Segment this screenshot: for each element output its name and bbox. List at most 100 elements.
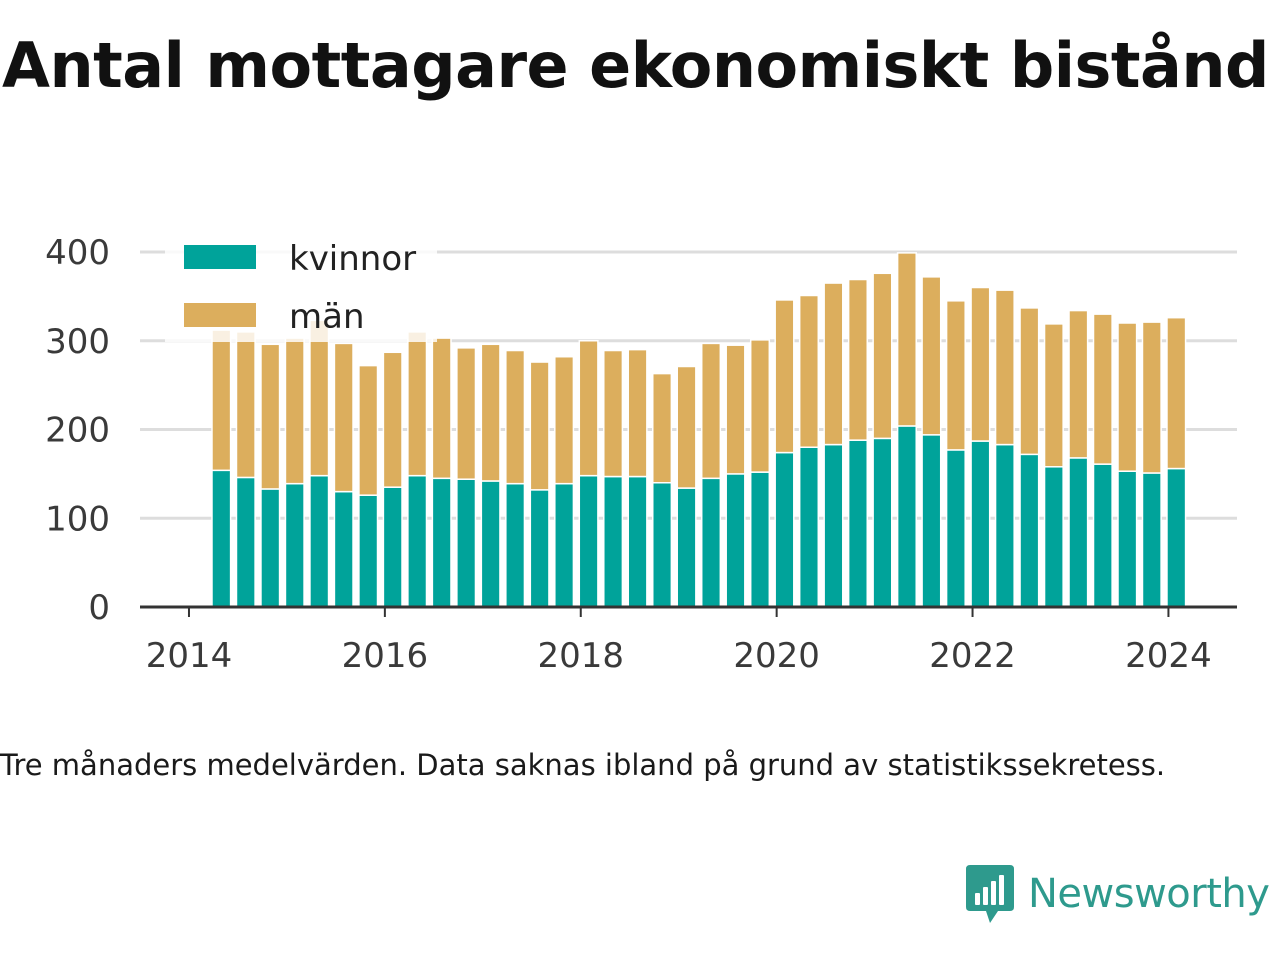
bar-kvinnor-2 bbox=[260, 488, 281, 608]
x-tick-label-2014: 2014 bbox=[146, 636, 233, 676]
bar-kvinnor-37 bbox=[1117, 470, 1138, 608]
bar-man-26 bbox=[847, 278, 869, 441]
bar-kvinnor-36 bbox=[1092, 463, 1113, 608]
bar-kvinnor-0 bbox=[211, 469, 232, 608]
bar-man-22 bbox=[749, 339, 771, 473]
bar-man-30 bbox=[945, 300, 966, 451]
bar-man-9 bbox=[431, 337, 452, 480]
x-tick-label-2018: 2018 bbox=[537, 636, 624, 676]
bar-man-19 bbox=[676, 365, 697, 489]
bar-kvinnor-18 bbox=[652, 482, 673, 608]
bar-kvinnor-33 bbox=[1019, 453, 1040, 608]
bar-man-10 bbox=[456, 347, 477, 480]
bar-man-1 bbox=[235, 331, 256, 479]
x-tick-label-2016: 2016 bbox=[342, 636, 429, 676]
bar-kvinnor-24 bbox=[798, 446, 820, 608]
brand-name: Newsworthy bbox=[1028, 871, 1270, 917]
brand-logo: Newsworthy bbox=[964, 862, 1270, 926]
bar-man-34 bbox=[1043, 323, 1064, 468]
axes: 0 100 200 300 400 2014 2016 2018 2020 2022 2024 bbox=[45, 233, 1237, 676]
bar-kvinnor-30 bbox=[945, 449, 966, 608]
bar-kvinnor-38 bbox=[1141, 472, 1162, 608]
bar-kvinnor-32 bbox=[994, 443, 1015, 608]
bar-man-25 bbox=[823, 282, 844, 446]
bar-man-6 bbox=[358, 364, 379, 496]
bar-man-21 bbox=[725, 344, 746, 475]
bar-man-12 bbox=[505, 349, 526, 485]
bar-man-7 bbox=[382, 351, 403, 488]
newsworthy-logo-icon bbox=[966, 865, 1014, 923]
bar-man-11 bbox=[480, 343, 501, 482]
y-tick-label-400: 400 bbox=[45, 233, 110, 273]
x-tick-label-2024: 2024 bbox=[1125, 636, 1212, 676]
bar-man-2 bbox=[260, 343, 281, 490]
legend: kvinnor män bbox=[165, 232, 437, 342]
bar-kvinnor-1 bbox=[235, 476, 256, 608]
bar-man-23 bbox=[774, 299, 795, 454]
bar-man-3 bbox=[284, 337, 305, 485]
bar-kvinnor-3 bbox=[284, 482, 305, 608]
y-tick-label-200: 200 bbox=[45, 411, 110, 451]
bar-man-16 bbox=[603, 349, 624, 478]
bar-kvinnor-13 bbox=[529, 489, 550, 608]
bar-kvinnor-35 bbox=[1068, 457, 1089, 608]
legend-label-kvinnor: kvinnor bbox=[289, 239, 416, 279]
bar-man-5 bbox=[333, 342, 354, 493]
bar-man-27 bbox=[872, 272, 893, 440]
bar-kvinnor-23 bbox=[774, 451, 795, 608]
bar-man-18 bbox=[652, 372, 673, 484]
bar-man-38 bbox=[1141, 321, 1162, 474]
bar-kvinnor-4 bbox=[309, 474, 330, 608]
legend-swatch-kvinnor bbox=[184, 245, 256, 269]
y-tick-label-100: 100 bbox=[45, 499, 110, 539]
bar-kvinnor-11 bbox=[480, 480, 501, 608]
chart-footnote: Tre månaders medelvärden. Data saknas ib… bbox=[0, 748, 1166, 782]
bar-man-8 bbox=[407, 331, 428, 477]
bar-kvinnor-28 bbox=[896, 425, 917, 608]
bar-kvinnor-7 bbox=[382, 486, 403, 608]
legend-label-man: män bbox=[289, 297, 365, 337]
bar-man-4 bbox=[309, 319, 330, 477]
bar-man-37 bbox=[1117, 322, 1138, 472]
bar-man-33 bbox=[1019, 307, 1040, 456]
bar-man-36 bbox=[1092, 313, 1113, 465]
bar-kvinnor-5 bbox=[333, 490, 354, 608]
bar-man-39 bbox=[1166, 316, 1187, 470]
bar-man-15 bbox=[578, 340, 599, 477]
bar-man-31 bbox=[970, 286, 991, 442]
bar-kvinnor-12 bbox=[505, 482, 526, 608]
bar-man-20 bbox=[700, 342, 722, 480]
bar-kvinnor-14 bbox=[554, 482, 575, 608]
bar-kvinnor-10 bbox=[456, 478, 477, 608]
x-tick-label-2020: 2020 bbox=[733, 636, 820, 676]
bar-kvinnor-17 bbox=[627, 475, 648, 608]
bar-man-0 bbox=[211, 329, 232, 472]
bar-kvinnor-27 bbox=[872, 437, 893, 608]
y-tick-label-0: 0 bbox=[88, 588, 110, 628]
bar-kvinnor-20 bbox=[700, 477, 722, 608]
bar-kvinnor-21 bbox=[725, 473, 746, 608]
bar-man-14 bbox=[554, 355, 575, 485]
bar-man-32 bbox=[994, 289, 1015, 446]
bar-man-24 bbox=[798, 294, 820, 448]
bar-man-17 bbox=[627, 348, 648, 478]
bar-kvinnor-6 bbox=[358, 494, 379, 608]
bar-kvinnor-16 bbox=[603, 475, 624, 608]
bar-kvinnor-25 bbox=[823, 443, 844, 608]
legend-swatch-man bbox=[184, 303, 256, 327]
chart-title: Antal mottagare ekonomiskt bistånd bbox=[2, 29, 1269, 102]
bar-man-28 bbox=[896, 252, 917, 427]
bar-man-13 bbox=[529, 361, 550, 491]
y-tick-label-300: 300 bbox=[45, 322, 110, 362]
bar-man-29 bbox=[921, 276, 942, 436]
bar-man-35 bbox=[1068, 309, 1089, 459]
bar-kvinnor-19 bbox=[676, 487, 697, 608]
stacked-bar-chart: kvinnor män 0 100 200 300 400 2014 2016 2018 202… bbox=[45, 232, 1237, 676]
bar-kvinnor-22 bbox=[749, 471, 771, 608]
bars bbox=[211, 252, 1187, 608]
bar-kvinnor-9 bbox=[431, 477, 452, 608]
bar-kvinnor-39 bbox=[1166, 467, 1187, 608]
bar-kvinnor-29 bbox=[921, 434, 942, 608]
bar-kvinnor-8 bbox=[407, 474, 428, 608]
bar-kvinnor-26 bbox=[847, 439, 869, 608]
